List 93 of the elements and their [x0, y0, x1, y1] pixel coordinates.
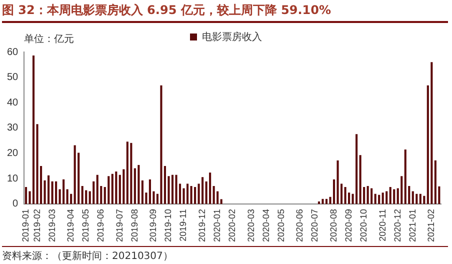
x-tick-label: 2019-10 — [163, 208, 174, 242]
y-tick-label: 50 — [7, 72, 19, 84]
x-tick-label: 2020-01 — [212, 208, 222, 242]
bar — [416, 194, 418, 204]
bar — [382, 192, 384, 204]
bar — [434, 160, 436, 204]
bar — [96, 174, 98, 204]
x-tick-label: 2020-02 — [227, 208, 238, 242]
bar — [378, 194, 380, 204]
bar — [344, 187, 346, 204]
bar — [366, 186, 369, 204]
bar — [430, 62, 433, 204]
y-tick-label: 0 — [12, 198, 19, 210]
bar — [186, 184, 189, 204]
bar — [66, 189, 68, 204]
x-tick-label: 2020-10 — [358, 208, 369, 242]
bar — [148, 179, 151, 204]
bar — [175, 174, 178, 204]
bar — [356, 134, 358, 204]
bar — [130, 142, 132, 204]
y-tick-label: 10 — [7, 173, 19, 184]
bar — [141, 180, 144, 204]
bar — [419, 194, 422, 204]
x-tick-label: 2020-08 — [328, 208, 338, 242]
bar — [70, 194, 72, 204]
bar — [122, 169, 125, 204]
bar — [404, 150, 406, 204]
x-tick-label: 2019-07 — [114, 208, 124, 242]
x-tick-label: 2019-09 — [148, 208, 158, 242]
bar — [336, 160, 339, 204]
x-tick-label: 2019-05 — [80, 208, 91, 242]
x-tick-label: 2019-03 — [46, 208, 57, 242]
y-tick-label: 20 — [7, 148, 19, 160]
bar — [209, 172, 212, 204]
bar — [160, 85, 162, 204]
x-tick-label: 2019-01 — [20, 208, 30, 242]
x-tick-label: 2019-02 — [32, 208, 42, 242]
bar — [370, 188, 373, 204]
bar — [393, 189, 396, 204]
bar — [92, 181, 95, 204]
bar — [389, 187, 392, 204]
x-tick-label: 2019-12 — [197, 208, 208, 242]
bar — [386, 191, 388, 204]
text: 单位：亿元 — [24, 32, 74, 46]
x-tick-label: 2020-12 — [392, 208, 402, 242]
bar — [325, 198, 328, 204]
bar — [62, 179, 65, 204]
x-tick-label: 2020-07 — [310, 208, 320, 242]
x-tick-label: 2020-05 — [276, 208, 286, 242]
bar — [126, 142, 128, 204]
bar — [359, 155, 362, 204]
text: 资料来源：（更新时间：20210307） — [2, 246, 448, 263]
bar — [318, 201, 320, 204]
x-tick-label: 2021-01 — [407, 208, 418, 242]
bar — [24, 187, 28, 204]
bar — [55, 181, 58, 204]
bar — [48, 175, 50, 204]
bar — [171, 174, 174, 204]
bar — [212, 186, 215, 204]
x-tick-label: 2020-03 — [246, 208, 256, 242]
bar — [190, 186, 192, 204]
y-tick-label: 30 — [7, 122, 19, 134]
x-tick-label: 2019-11 — [178, 208, 188, 242]
bar — [74, 145, 76, 204]
x-tick-label: 2020-11 — [377, 208, 388, 242]
x-tick-label: 2019-04 — [66, 208, 76, 242]
x-tick-label: 2019-08 — [129, 208, 140, 242]
y-tick-label: 60 — [7, 46, 19, 58]
bar — [108, 176, 110, 204]
chart-title: 图 32：本周电影票房收入 6.95 亿元，较上周下降 59.10% — [2, 2, 448, 23]
legend-label: 电影票房收入 — [202, 30, 262, 43]
bar — [115, 172, 118, 204]
bar — [194, 187, 196, 204]
bar — [51, 181, 54, 204]
bar — [400, 176, 403, 204]
bar — [85, 190, 88, 204]
bar — [423, 196, 426, 204]
x-tick-label: 2020-09 — [344, 208, 354, 242]
bar — [374, 194, 376, 204]
bar — [32, 56, 35, 204]
y-tick-label: 40 — [7, 97, 19, 108]
bar — [134, 168, 136, 204]
x-tick-label: 2020-04 — [260, 208, 271, 242]
bar — [81, 186, 84, 204]
x-tick-label: 2019-06 — [96, 208, 106, 242]
x-tick-label: 2021-02 — [426, 208, 436, 242]
x-tick-label: 2020-06 — [294, 208, 305, 242]
bar — [322, 198, 324, 204]
bar — [111, 174, 114, 204]
bar — [412, 191, 414, 204]
bar — [220, 199, 222, 204]
bar — [138, 164, 140, 204]
bar — [202, 177, 204, 204]
